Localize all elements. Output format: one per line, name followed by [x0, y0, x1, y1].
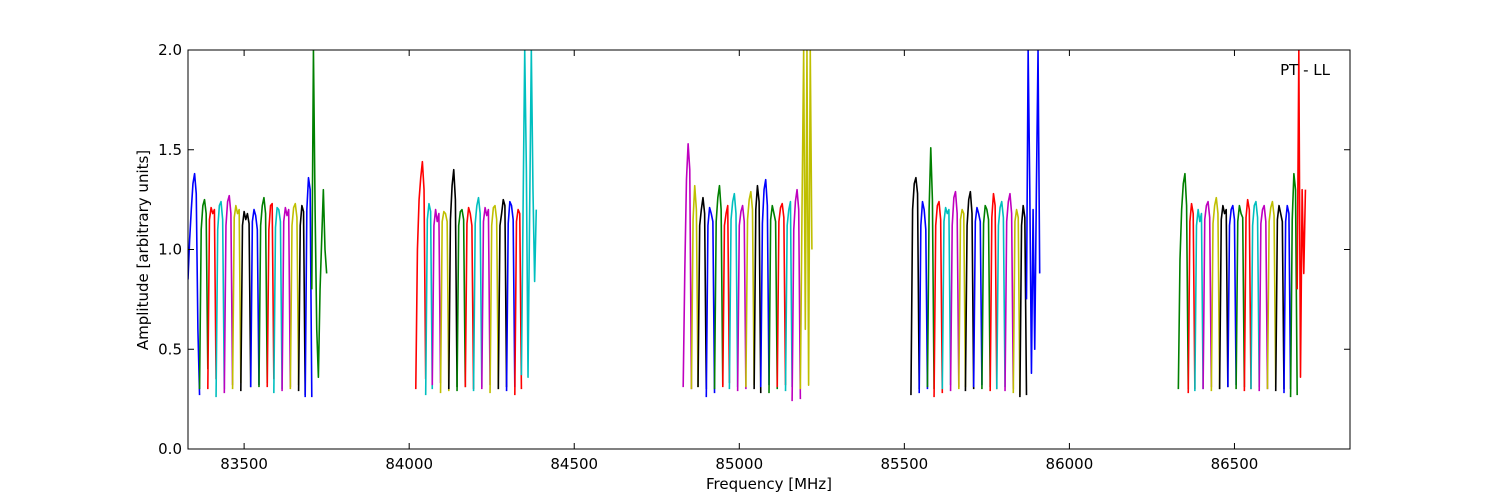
series-line-65: [1202, 200, 1213, 390]
series-line-7: [249, 208, 260, 388]
plot-annotation: PT - LL: [1280, 61, 1331, 79]
series-line-5: [231, 204, 242, 390]
series-line-66: [1210, 196, 1221, 392]
series-line-21: [456, 208, 467, 392]
series-line-69: [1235, 204, 1246, 390]
y-tick-label-4: 2.0: [158, 41, 182, 59]
y-tick-label-1: 0.5: [158, 340, 182, 358]
x-tick-label-1: 84000: [385, 455, 433, 473]
series-line-37: [736, 204, 747, 392]
series-line-56: [989, 192, 998, 392]
series-line-73: [1266, 200, 1277, 390]
series-line-13: [297, 204, 306, 396]
series-line-8: [258, 196, 269, 388]
series-line-11: [281, 206, 292, 392]
series-line-48: [926, 146, 935, 390]
series-line-30: [682, 142, 693, 390]
x-tick-label-0: 83500: [220, 455, 268, 473]
series-line-54: [972, 206, 983, 388]
y-tick-label-0: 0.0: [158, 440, 182, 458]
series-line-45: [799, 50, 813, 390]
series-line-9: [266, 202, 275, 388]
series-line-57: [995, 200, 1006, 390]
series-line-61: [1025, 50, 1041, 374]
series-line-51: [949, 190, 960, 392]
series-line-17: [424, 202, 434, 396]
series-line-47: [918, 200, 929, 394]
series-line-23: [472, 196, 483, 392]
series-line-68: [1227, 204, 1237, 388]
x-tick-label-2: 84500: [550, 455, 598, 473]
series-line-18: [431, 208, 442, 386]
x-tick-label-6: 86500: [1211, 455, 1259, 473]
series-line-3: [215, 200, 226, 398]
series-line-1: [198, 198, 209, 390]
series-line-55: [981, 204, 991, 390]
series-line-75: [1283, 204, 1292, 394]
series-line-29: [520, 50, 538, 378]
x-tick-label-4: 85500: [880, 455, 928, 473]
y-axis-ticks: 0.0 0.5 1.0 1.5 2.0: [158, 41, 1350, 458]
series-line-41: [768, 204, 779, 394]
series-line-49: [933, 200, 944, 398]
series-layer: [188, 50, 1307, 402]
series-line-20: [447, 168, 458, 390]
series-line-24: [481, 206, 491, 390]
series-line-71: [1250, 200, 1261, 390]
series-line-26: [497, 198, 508, 390]
series-line-25: [489, 204, 500, 394]
series-line-16: [414, 160, 427, 390]
series-line-2: [207, 206, 217, 390]
series-line-22: [464, 206, 475, 390]
series-line-67: [1218, 204, 1229, 390]
series-line-64: [1194, 208, 1204, 392]
series-line-42: [776, 202, 787, 388]
series-line-38: [745, 190, 755, 388]
x-axis-label: Frequency [MHz]: [706, 475, 832, 493]
series-line-10: [273, 206, 283, 394]
series-line-33: [705, 206, 716, 398]
series-line-62: [1177, 172, 1190, 390]
series-line-39: [753, 184, 762, 394]
series-line-4: [223, 194, 234, 394]
series-line-70: [1243, 198, 1252, 392]
series-line-40: [759, 178, 770, 388]
series-line-52: [958, 208, 967, 390]
series-line-28: [514, 208, 523, 396]
series-line-31: [690, 184, 699, 390]
y-tick-label-3: 1.5: [158, 141, 182, 159]
series-line-14: [304, 176, 313, 398]
series-line-12: [289, 202, 300, 390]
series-line-6: [240, 210, 252, 392]
series-line-27: [505, 200, 516, 392]
series-line-58: [1004, 192, 1015, 392]
series-line-60: [1019, 204, 1028, 398]
series-line-43: [784, 200, 793, 392]
series-line-34: [713, 184, 724, 390]
series-line-59: [1012, 208, 1021, 396]
series-line-63: [1187, 202, 1196, 394]
series-line-32: [697, 196, 708, 390]
series-line-44: [791, 188, 802, 402]
series-line-46: [910, 176, 920, 396]
x-axis-ticks: 83500 84000 84500 85000 85500 86000 86500: [220, 50, 1258, 473]
series-line-50: [941, 206, 952, 390]
series-line-74: [1274, 204, 1285, 392]
y-tick-label-2: 1.0: [158, 241, 182, 259]
y-axis-label: Amplitude [arbitrary units]: [134, 150, 152, 350]
x-tick-label-5: 86000: [1046, 455, 1094, 473]
series-line-72: [1258, 204, 1269, 392]
series-line-36: [728, 192, 739, 390]
series-line-19: [439, 210, 450, 394]
series-line-0: [188, 172, 201, 396]
series-line-35: [721, 204, 731, 388]
series-line-53: [964, 190, 975, 392]
series-line-15: [310, 50, 328, 378]
series-line-77: [1296, 50, 1307, 378]
x-tick-label-3: 85000: [715, 455, 763, 473]
series-line-76: [1289, 172, 1298, 398]
